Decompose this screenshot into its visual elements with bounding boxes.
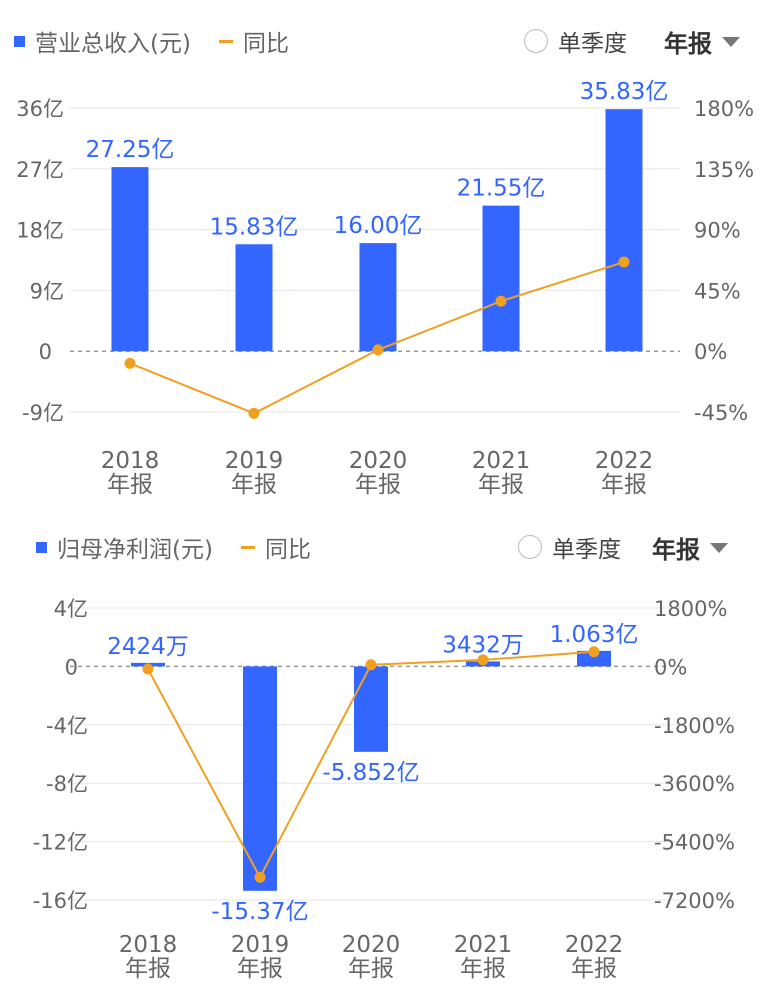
bar-legend-swatch — [14, 35, 25, 47]
single-quarter-label: 单季度 — [552, 537, 621, 563]
bar-value-label: -5.852亿 — [322, 760, 419, 786]
line-legend-label: 同比 — [242, 31, 289, 57]
right-axis-tick-label: 45% — [694, 279, 741, 303]
yoy-point — [142, 663, 154, 675]
category-sublabel: 年报 — [237, 956, 283, 982]
radio-icon[interactable] — [524, 29, 548, 53]
left-axis-tick-label: 0 — [65, 655, 78, 679]
right-axis-tick-label: -3600% — [654, 772, 735, 796]
line-legend-swatch — [218, 39, 233, 43]
category-label: 2021 — [454, 932, 513, 958]
line-legend-swatch — [240, 545, 255, 549]
category-sublabel: 年报 — [355, 472, 401, 498]
bar-value-label: -15.37亿 — [211, 899, 308, 925]
single-quarter-label: 单季度 — [558, 31, 627, 57]
right-axis-tick-label: 90% — [694, 219, 741, 243]
yoy-point — [477, 654, 489, 666]
net-profit-legend: 归母净利润(元) 同比 — [36, 530, 311, 564]
right-axis-tick-label: -5400% — [654, 831, 735, 855]
category-sublabel: 年报 — [348, 956, 394, 982]
right-axis-tick-label: -1800% — [654, 714, 735, 738]
left-axis-tick-label: 9亿 — [30, 279, 64, 303]
single-quarter-toggle[interactable]: 单季度 — [524, 24, 627, 58]
yoy-point — [248, 407, 260, 419]
category-sublabel: 年报 — [478, 472, 524, 498]
right-axis-tick-label: 180% — [694, 97, 754, 121]
category-sublabel: 年报 — [107, 472, 153, 498]
left-axis-tick-label: 27亿 — [16, 158, 64, 182]
net-profit-chart-panel: 归母净利润(元) 同比 单季度 年报 4亿 0 -4亿 -8亿 -12亿 -16亿 1800… — [0, 500, 780, 989]
left-axis-tick-label: -8亿 — [46, 772, 88, 796]
bar — [577, 650, 611, 667]
left-axis-tick-label: 4亿 — [54, 597, 88, 621]
bar-value-label: 27.25亿 — [86, 137, 175, 163]
bar-value-label: 1.063亿 — [550, 622, 639, 648]
report-type-label: 年报 — [664, 30, 712, 58]
bar — [359, 243, 397, 352]
bar — [243, 666, 277, 891]
revenue-chart: 36亿 27亿 18亿 9亿 0 -9亿 180% 135% 90% 45% 0% -45% 27.25… — [16, 79, 754, 498]
category-label: 2021 — [472, 448, 531, 474]
yoy-point — [495, 295, 507, 307]
category-sublabel: 年报 — [125, 956, 171, 982]
bar-value-label: 35.83亿 — [580, 79, 669, 105]
left-axis-tick-label: -4亿 — [46, 714, 88, 738]
right-axis-tick-label: 0% — [654, 655, 687, 679]
left-axis-tick-label: 18亿 — [16, 219, 64, 243]
chevron-down-icon[interactable] — [710, 542, 728, 553]
bar — [605, 109, 643, 352]
category-label: 2018 — [119, 932, 178, 958]
category-label: 2022 — [595, 448, 654, 474]
bar — [354, 666, 388, 752]
bar-value-label: 21.55亿 — [457, 176, 546, 202]
category-sublabel: 年报 — [460, 956, 506, 982]
net-profit-chart: 4亿 0 -4亿 -8亿 -12亿 -16亿 1800% 0% -1800% -3600% -540… — [33, 597, 735, 982]
bar-legend-label: 营业总收入(元) — [35, 31, 191, 57]
bar-value-label: 2424万 — [107, 634, 189, 660]
single-quarter-toggle[interactable]: 单季度 — [518, 530, 621, 564]
left-axis-tick-label: -12亿 — [33, 831, 88, 855]
revenue-chart-panel: 营业总收入(元) 同比 单季度 年报 36亿 27亿 18亿 9亿 0 -9亿 180% 13… — [14, 24, 754, 498]
yoy-point — [254, 871, 266, 883]
right-axis-tick-label: -7200% — [654, 889, 735, 913]
left-axis-tick-label: 0 — [39, 340, 52, 364]
category-label: 2019 — [225, 448, 284, 474]
right-axis-tick-label: 0% — [694, 340, 727, 364]
category-sublabel: 年报 — [571, 956, 617, 982]
radio-icon[interactable] — [518, 535, 542, 559]
category-label: 2018 — [101, 448, 160, 474]
right-axis-tick-label: 135% — [694, 158, 754, 182]
chevron-down-icon[interactable] — [722, 36, 740, 47]
category-label: 2020 — [349, 448, 408, 474]
bar — [111, 167, 149, 352]
right-axis-tick-label: -45% — [694, 401, 748, 425]
left-axis-tick-label: -16亿 — [33, 889, 88, 913]
category-label: 2019 — [231, 932, 290, 958]
bar-value-label: 3432万 — [442, 632, 524, 658]
report-type-dropdown[interactable]: 年报 — [652, 530, 728, 565]
bar-value-label: 16.00亿 — [334, 213, 423, 239]
yoy-point — [588, 646, 600, 658]
right-axis-tick-label: 1800% — [654, 597, 727, 621]
category-label: 2022 — [565, 932, 624, 958]
left-axis-tick-label: -9亿 — [22, 401, 64, 425]
bar — [235, 244, 273, 352]
bar — [482, 205, 520, 352]
category-sublabel: 年报 — [231, 472, 277, 498]
report-type-label: 年报 — [652, 536, 700, 564]
report-type-dropdown[interactable]: 年报 — [664, 24, 740, 59]
bar-legend-label: 归母净利润(元) — [57, 537, 213, 563]
yoy-point — [124, 357, 136, 369]
category-label: 2020 — [342, 932, 401, 958]
yoy-point — [372, 344, 384, 356]
revenue-legend: 营业总收入(元) 同比 — [14, 24, 289, 58]
category-sublabel: 年报 — [601, 472, 647, 498]
left-axis-tick-label: 36亿 — [16, 97, 64, 121]
line-legend-label: 同比 — [264, 537, 311, 563]
yoy-point — [365, 659, 377, 671]
bar-value-label: 15.83亿 — [210, 214, 299, 240]
bar-legend-swatch — [36, 541, 47, 553]
yoy-point — [618, 256, 630, 268]
